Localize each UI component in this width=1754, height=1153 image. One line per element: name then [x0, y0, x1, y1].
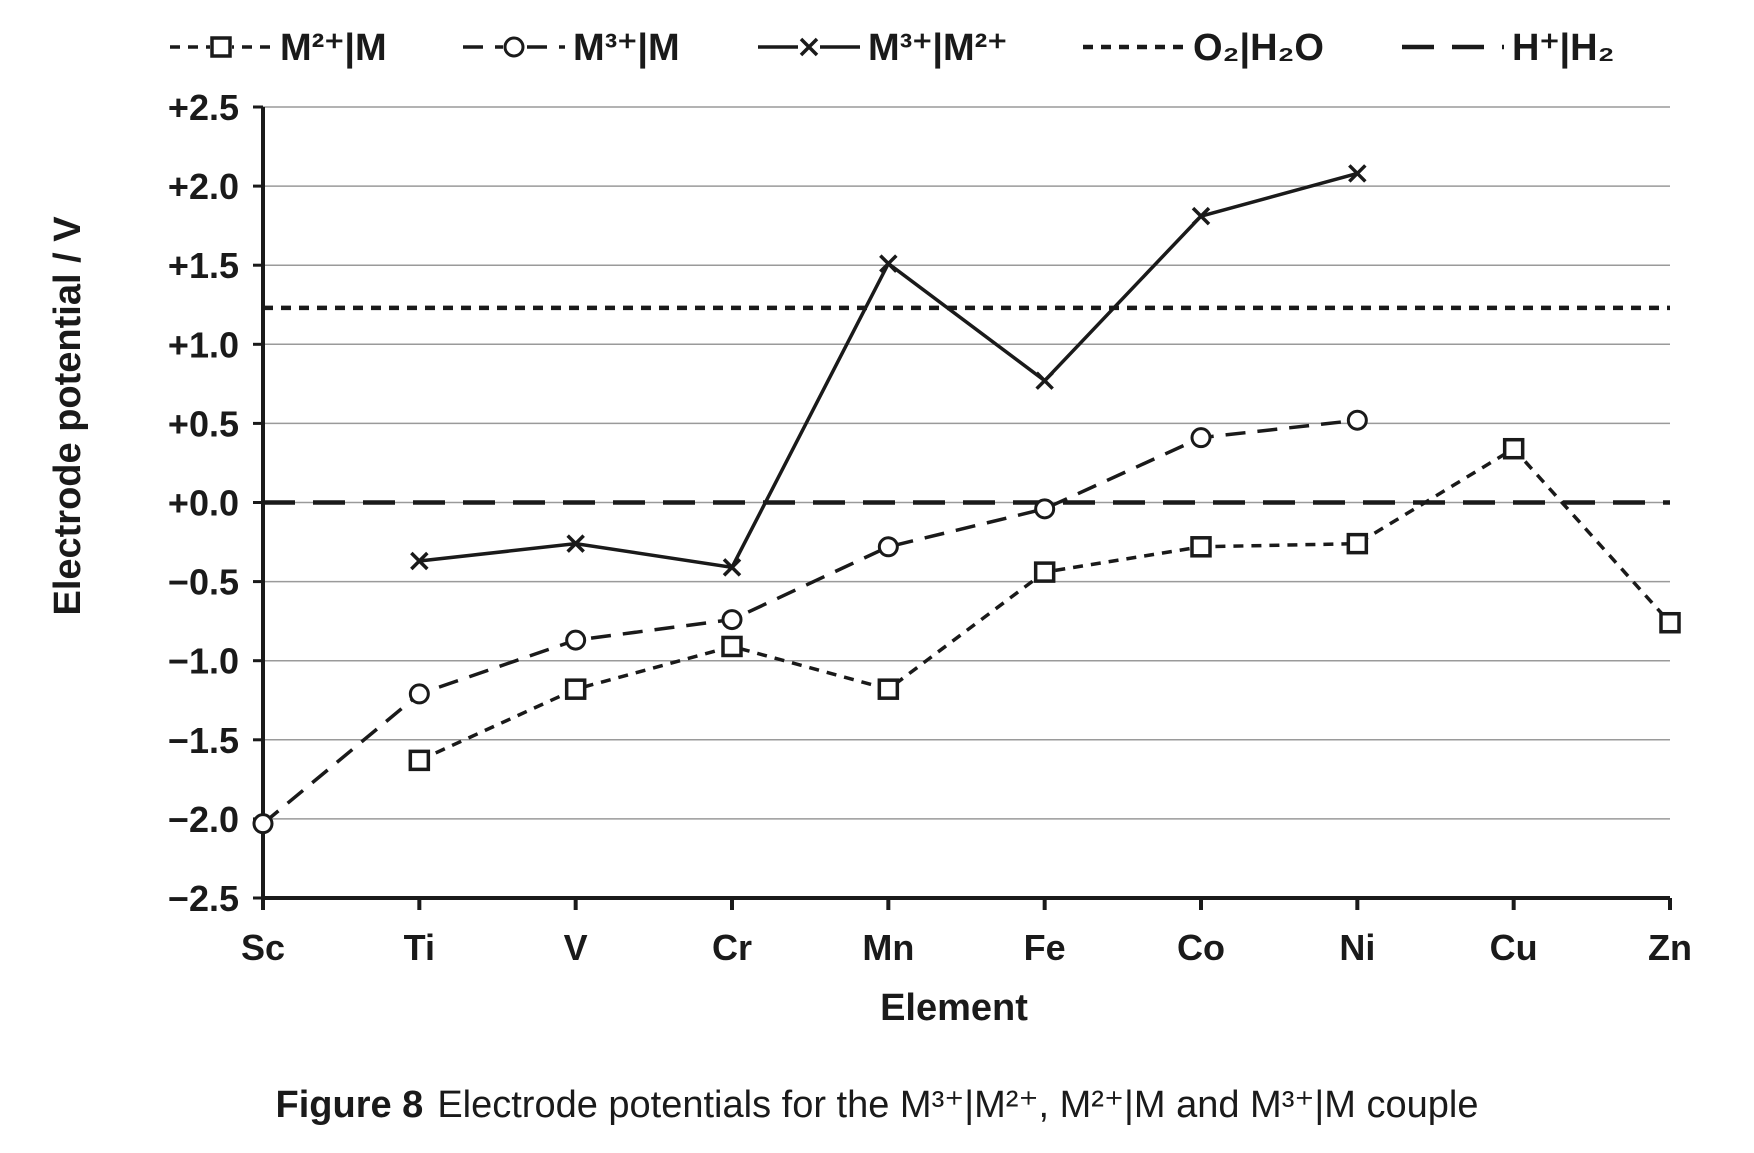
data-point [879, 254, 898, 273]
data-point [1033, 561, 1056, 583]
x-tick-label: Zn [1648, 927, 1692, 968]
data-point [565, 629, 587, 651]
data-point [721, 635, 743, 658]
x-tick-label: V [564, 927, 588, 968]
data-point [564, 678, 587, 700]
data-point [721, 609, 743, 631]
data-point [1346, 532, 1369, 555]
data-point [1190, 536, 1212, 558]
data-point [1659, 611, 1681, 634]
gridlines [263, 106, 1670, 820]
x-tick-label: Ni [1339, 927, 1375, 968]
series-1 [408, 437, 1681, 772]
x-tick-label: Cu [1490, 927, 1538, 968]
figure-caption: Figure 8 Electrode potentials for the M³⁺… [0, 1082, 1754, 1127]
data-point [1191, 206, 1211, 226]
reference-lines [263, 305, 1670, 505]
data-point [877, 678, 900, 700]
legend-marker [503, 36, 525, 58]
data-point [877, 536, 899, 558]
y-tick-label: −1.5 [168, 720, 239, 761]
x-tick-label: Cr [712, 927, 752, 968]
legend-label: M³⁺|M [573, 27, 680, 69]
x-tick-label: Sc [241, 927, 285, 968]
y-tick-label: −1.0 [168, 641, 239, 682]
data-series [252, 164, 1681, 835]
data-point [566, 534, 585, 553]
data-point [1346, 409, 1368, 431]
y-tick-label: +1.0 [168, 324, 239, 365]
legend-item-4: O₂|H₂O [1083, 27, 1324, 69]
legend-item-2: M³⁺|M [463, 27, 680, 69]
data-point [408, 683, 430, 705]
axes: +2.5 +2.0 +1.5 +1.0 +0.5 +0.0 −0.5 −1.0 −1.5 −2.0… [168, 87, 1692, 968]
x-tick-label: Mn [862, 927, 914, 968]
x-axis-title: Element [880, 987, 1028, 1029]
legend-item-5: H⁺|H₂ [1402, 27, 1614, 69]
y-tick-label: −2.0 [168, 799, 239, 840]
legend-item-3: M³⁺|M²⁺ [758, 27, 1007, 69]
y-tick-label: +0.0 [168, 483, 239, 524]
data-point [1190, 427, 1212, 449]
series-line [261, 418, 1358, 825]
data-point [1035, 371, 1054, 390]
series-2 [252, 409, 1368, 835]
y-axis-title: Electrode potential / V [47, 216, 89, 616]
figure-label: Figure 8 [275, 1084, 424, 1126]
series-line [419, 171, 1358, 570]
data-point [408, 749, 431, 772]
series-line [418, 446, 1672, 762]
electrode-potential-chart: +2.5 +2.0 +1.5 +1.0 +0.5 +0.0 −0.5 −1.0 −1.5 −2.0… [47, 27, 1692, 1029]
data-point [1502, 437, 1525, 460]
legend-label: M²⁺|M [280, 27, 387, 69]
y-tick-label: +1.5 [168, 245, 239, 286]
y-tick-label: +0.5 [168, 403, 239, 444]
caption-text: Electrode potentials for the M³⁺|M²⁺, M²… [437, 1084, 1479, 1126]
data-point [722, 558, 742, 577]
legend: M²⁺|M M³⁺|M M³⁺|M²⁺ O₂|H₂O H⁺|H₂ [170, 27, 1614, 69]
series-3 [410, 164, 1367, 577]
x-tick-label: Co [1177, 927, 1225, 968]
data-point [1034, 498, 1056, 520]
legend-item-1: M²⁺|M [170, 27, 387, 69]
legend-marker [210, 36, 232, 58]
y-tick-label: +2.0 [168, 166, 239, 207]
y-tick-label: +2.5 [168, 87, 239, 128]
legend-label: M³⁺|M²⁺ [868, 27, 1007, 69]
x-tick-label: Fe [1024, 927, 1066, 968]
data-point [410, 551, 429, 571]
x-tick-label: Ti [404, 927, 435, 968]
y-tick-label: −2.5 [168, 878, 239, 919]
legend-label: O₂|H₂O [1193, 27, 1324, 69]
data-point [252, 813, 274, 835]
data-point [1348, 164, 1367, 183]
legend-label: H⁺|H₂ [1512, 27, 1614, 69]
legend-marker [799, 37, 819, 57]
y-tick-label: −0.5 [168, 562, 239, 603]
